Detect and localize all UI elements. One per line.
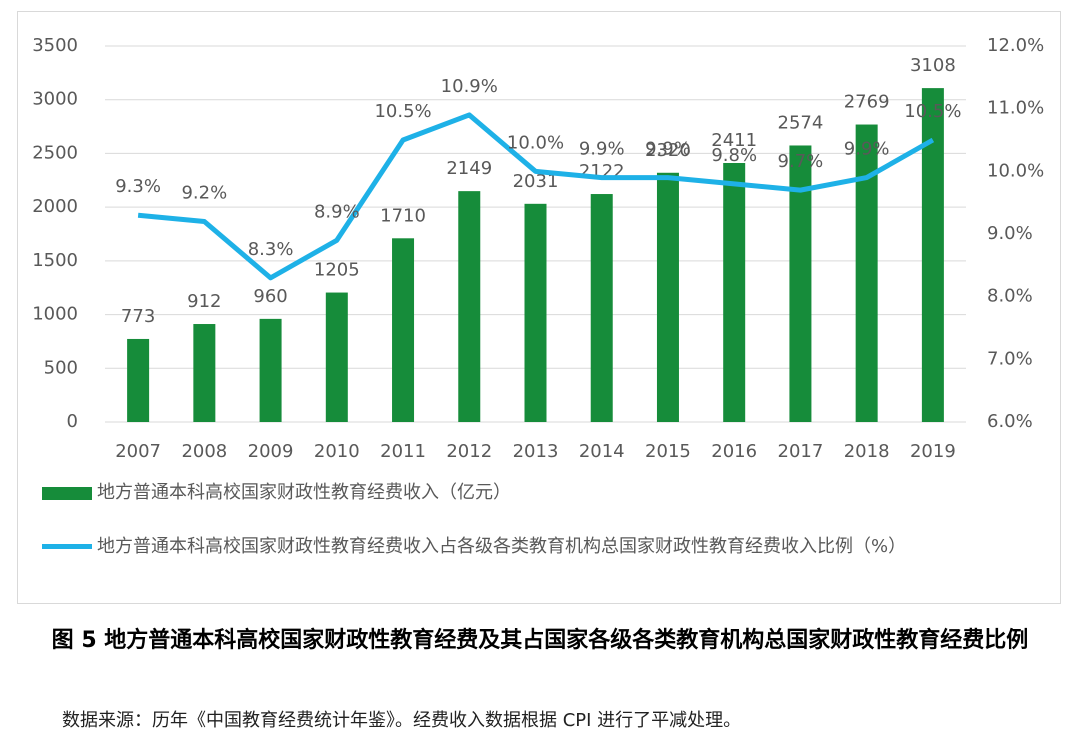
bar — [524, 203, 547, 422]
x-tick-label: 2018 — [844, 441, 890, 462]
x-tick-label: 2012 — [446, 441, 492, 462]
bar — [193, 324, 216, 422]
line-value-label: 8.3% — [248, 239, 294, 260]
bar — [855, 124, 878, 423]
bar-value-label: 1205 — [314, 260, 360, 281]
line-value-label: 9.3% — [115, 176, 161, 197]
x-tick-label: 2013 — [513, 441, 559, 462]
line-value-label: 9.9% — [579, 139, 625, 160]
bar-value-label: 3108 — [910, 55, 956, 76]
bar-value-label: 912 — [187, 291, 221, 312]
x-tick-label: 2010 — [314, 441, 360, 462]
y2-tick-label: 8.0% — [987, 286, 1033, 307]
bar — [259, 318, 282, 422]
x-tick-label: 2019 — [910, 441, 956, 462]
bar-value-label: 2320 — [645, 140, 691, 161]
x-tick-label: 2017 — [778, 441, 824, 462]
y-tick-label: 0 — [67, 411, 78, 432]
bar — [590, 194, 613, 422]
line-value-label: 10.5% — [904, 101, 961, 122]
line-value-label: 9.7% — [778, 151, 824, 172]
source-note: 数据来源：历年《中国教育经费统计年鉴》。经费收入数据根据 CPI 进行了平减处理… — [62, 710, 742, 731]
y2-tick-label: 11.0% — [987, 98, 1044, 119]
x-tick-label: 2015 — [645, 441, 691, 462]
y-tick-label: 3000 — [32, 89, 78, 110]
line-value-label: 10.0% — [507, 132, 564, 153]
bar-value-label: 2574 — [778, 112, 824, 133]
legend-swatch — [42, 544, 92, 549]
legend-label: 地方普通本科高校国家财政性教育经费收入（亿元） — [97, 482, 511, 503]
y-tick-label: 2000 — [32, 196, 78, 217]
bar-value-label: 960 — [253, 286, 287, 307]
line-value-label: 10.5% — [374, 101, 431, 122]
bar-value-label: 1710 — [380, 205, 426, 226]
bar-value-label: 2769 — [844, 92, 890, 113]
y2-tick-label: 10.0% — [987, 160, 1044, 181]
chart-frame — [17, 11, 1061, 604]
bar-value-label: 2149 — [446, 158, 492, 179]
x-tick-label: 2007 — [115, 441, 161, 462]
legend-swatch — [42, 487, 92, 500]
bar — [921, 88, 944, 422]
bar — [325, 292, 348, 422]
y-tick-label: 500 — [44, 357, 78, 378]
y-tick-label: 2500 — [32, 142, 78, 163]
y-tick-label: 1500 — [32, 250, 78, 271]
bar — [789, 145, 812, 422]
x-tick-label: 2008 — [181, 441, 227, 462]
bar — [723, 162, 746, 422]
x-tick-label: 2009 — [248, 441, 294, 462]
x-tick-label: 2011 — [380, 441, 426, 462]
line-value-label: 9.2% — [181, 182, 227, 203]
y2-tick-label: 6.0% — [987, 411, 1033, 432]
bar — [656, 172, 679, 422]
bar-value-label: 773 — [121, 306, 155, 327]
chart: 0 500 1000 1500 2000 2500 3000 3500 6.0% 7.0% 8.0%… — [32, 35, 1044, 462]
caption: 图 5 地方普通本科高校国家财政性教育经费及其占国家各级各类教育机构总国家财政性… — [51, 628, 1029, 653]
bar — [127, 338, 150, 422]
line-value-label: 8.9% — [314, 201, 360, 222]
bar-value-label: 2411 — [711, 130, 757, 151]
bar — [458, 191, 481, 422]
y2-tick-label: 9.0% — [987, 223, 1033, 244]
y2-tick-label: 7.0% — [987, 348, 1033, 369]
line-value-label: 9.9% — [645, 139, 691, 160]
x-tick-label: 2016 — [711, 441, 757, 462]
line-value-label: 9.9% — [844, 139, 890, 160]
y-tick-label: 3500 — [32, 35, 78, 56]
y-tick-label: 1000 — [32, 304, 78, 325]
line-value-label: 10.9% — [441, 76, 498, 97]
bar-value-label: 2031 — [513, 171, 559, 192]
legend-label: 地方普通本科高校国家财政性教育经费收入占各级各类教育机构总国家财政性教育经费收入… — [97, 536, 907, 557]
bar — [392, 238, 415, 422]
x-tick-label: 2014 — [579, 441, 625, 462]
y2-tick-label: 12.0% — [987, 35, 1044, 56]
line-value-label: 9.8% — [711, 145, 757, 166]
line — [137, 112, 935, 281]
